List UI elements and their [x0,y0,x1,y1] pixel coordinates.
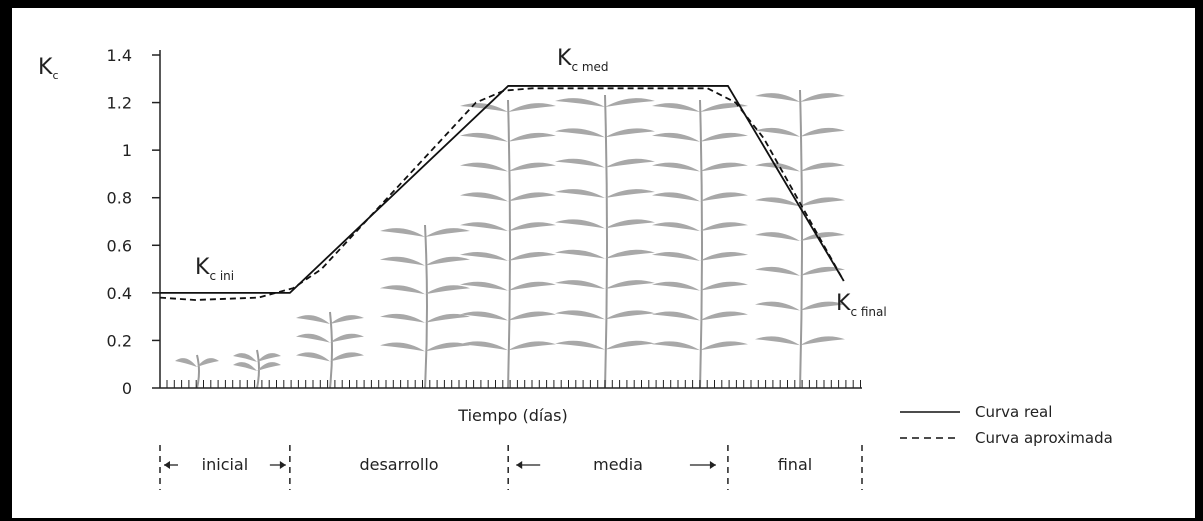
y-label-main: K [38,55,53,80]
y-tick-label: 1.4 [107,46,132,65]
annotation-main: K [836,291,851,316]
legend-label: Curva aproximada [975,429,1113,447]
y-tick-label: 0.2 [107,331,132,350]
stage-label: final [778,455,812,474]
chart: Kc Tiempo (días) 0 0.2 0.4 0.6 0.8 1 1.2 1.4 Cur… [0,0,1203,521]
stage-label: desarrollo [359,455,438,474]
annotation-main: K [195,255,210,280]
y-tick-label: 0.8 [107,189,132,208]
stage-label: inicial [202,455,249,474]
y-tick-label: 1 [122,141,132,160]
y-label-sub: c [52,69,58,82]
annotation-main: K [557,46,572,71]
y-tick-label: 0.6 [107,236,132,255]
y-tick-label: 0 [122,379,132,398]
x-axis-label: Tiempo (días) [457,406,567,425]
legend-label: Curva real [975,403,1052,421]
annotation-sub: c ini [209,269,234,283]
annotation-sub: c final [850,305,886,319]
y-tick-label: 1.2 [107,94,132,113]
annotation-sub: c med [571,60,608,74]
stage-label: media [593,455,643,474]
y-tick-label: 0.4 [107,284,132,303]
